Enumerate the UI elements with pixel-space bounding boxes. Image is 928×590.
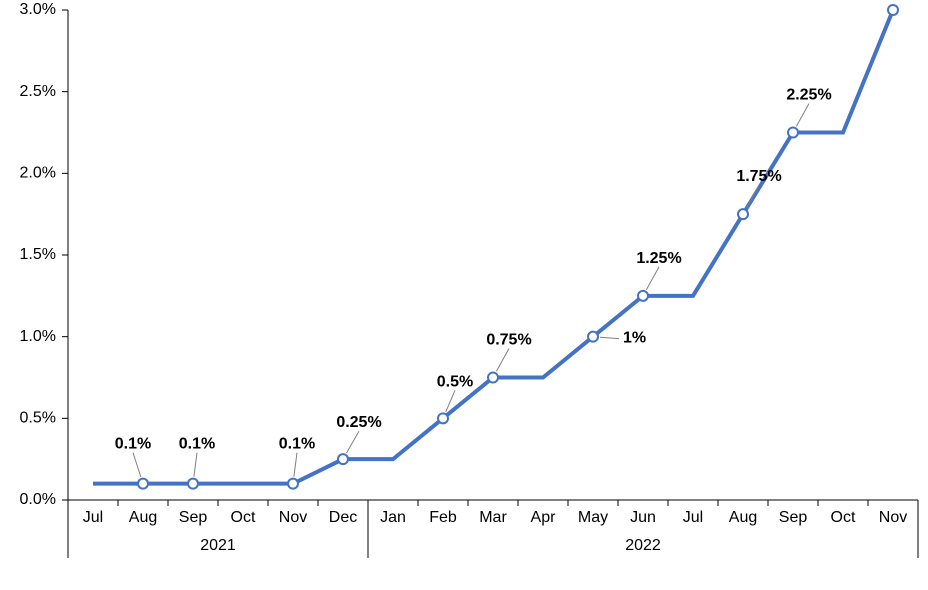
point-label: 0.1% (115, 436, 151, 453)
point-label: 1% (623, 330, 646, 347)
y-tick-label: 2.5% (20, 83, 56, 100)
x-tick-label: Oct (831, 509, 856, 526)
x-tick-label: Jul (83, 509, 103, 526)
year-label: 2021 (200, 537, 236, 554)
line-chart: 0.0% 0.5% 1.0% 1.5% 2.0% 2.5% 3.0% Jul Aug Sep Oct… (0, 0, 928, 590)
x-tick-label: Feb (429, 509, 457, 526)
x-tick-label: Jan (380, 509, 406, 526)
x-tick-label: Aug (129, 509, 157, 526)
point-label: 1.75% (736, 168, 781, 185)
x-tick-label: Sep (779, 509, 808, 526)
data-marker (638, 291, 648, 301)
x-tick-label: Aug (729, 509, 757, 526)
data-marker (788, 128, 798, 138)
x-tick-label: Apr (531, 509, 557, 526)
y-tick-label: 1.5% (20, 246, 56, 263)
data-marker (588, 332, 598, 342)
data-marker (138, 479, 148, 489)
y-tick-label: 1.0% (20, 328, 56, 345)
point-label: 0.1% (279, 436, 315, 453)
point-label: 2.25% (786, 87, 831, 104)
chart-container: 0.0% 0.5% 1.0% 1.5% 2.0% 2.5% 3.0% Jul Aug Sep Oct… (0, 0, 928, 590)
point-label: 0.25% (336, 414, 381, 431)
y-tick-label: 3.0% (20, 1, 56, 18)
data-marker (888, 5, 898, 15)
y-tick-label: 0.0% (20, 491, 56, 508)
point-label: 1.25% (636, 250, 681, 267)
data-marker (338, 454, 348, 464)
point-label: 0.1% (179, 436, 215, 453)
x-tick-label: May (578, 509, 608, 526)
y-tick-label: 0.5% (20, 410, 56, 427)
data-marker (488, 373, 498, 383)
year-label: 2022 (625, 537, 661, 554)
x-tick-label: Nov (879, 509, 907, 526)
point-label: 0.75% (486, 332, 531, 349)
data-marker (438, 413, 448, 423)
data-marker (738, 209, 748, 219)
data-marker (288, 479, 298, 489)
x-tick-label: Nov (279, 509, 307, 526)
y-tick-label: 2.0% (20, 165, 56, 182)
x-tick-label: Mar (479, 509, 507, 526)
x-tick-label: Jul (683, 509, 703, 526)
data-marker (188, 479, 198, 489)
x-tick-label: Oct (231, 509, 256, 526)
x-tick-label: Dec (329, 509, 357, 526)
x-tick-label: Sep (179, 509, 208, 526)
x-tick-label: Jun (630, 509, 656, 526)
point-label: 0.5% (437, 373, 473, 390)
